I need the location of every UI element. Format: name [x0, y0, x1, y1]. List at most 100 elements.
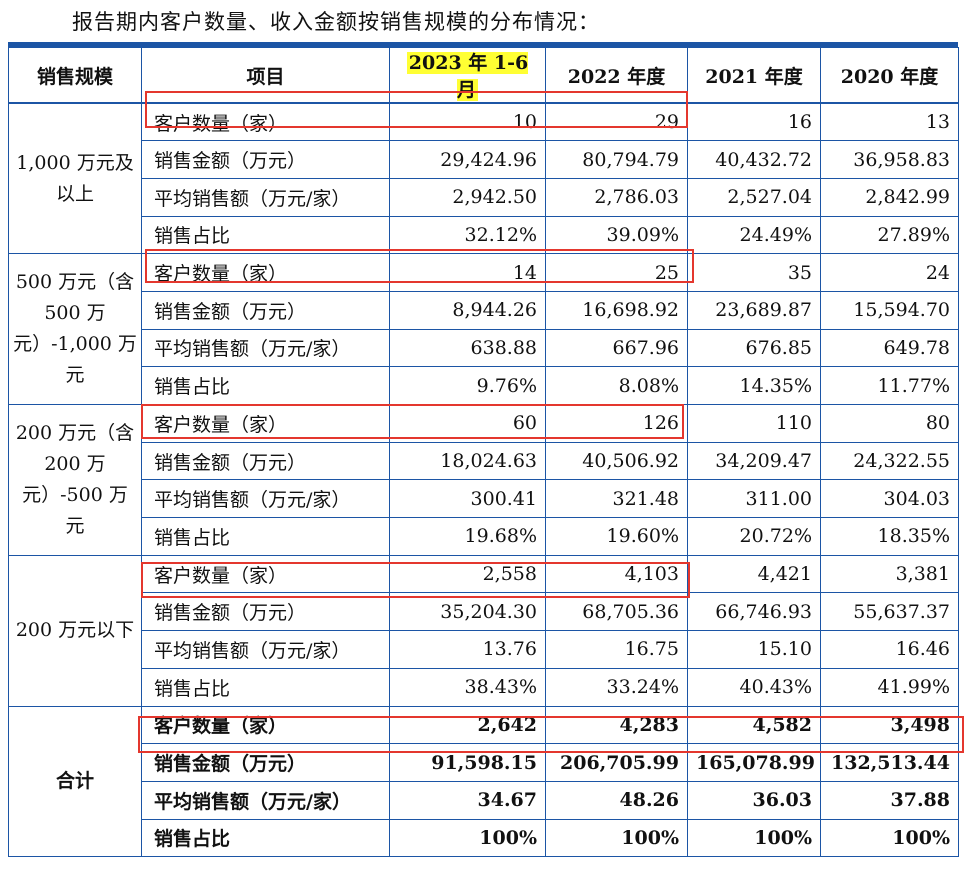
header-item: 项目 [141, 47, 390, 104]
value-cell: 55,637.37 [820, 592, 959, 632]
value-cell: 36,958.83 [820, 140, 959, 179]
table-row: 平均销售额（万元/家） 638.88 667.96 676.85 649.78 [9, 328, 959, 368]
value-cell: 29,424.96 [389, 140, 546, 179]
scale-cell: 200 万元（含 200 万元）-500 万元 [8, 404, 142, 556]
item-cell: 客户数量（家） [141, 554, 390, 594]
value-cell: 18.35% [820, 517, 959, 556]
header-period-2021: 2021 年度 [687, 47, 821, 104]
value-cell: 40,432.72 [687, 140, 821, 179]
value-cell: 3,498 [820, 705, 959, 745]
value-cell: 14 [389, 253, 546, 292]
value-cell: 40,506.92 [545, 441, 688, 481]
value-cell: 11.77% [820, 366, 959, 405]
value-cell: 126 [545, 404, 688, 443]
value-cell: 35 [687, 253, 821, 292]
table-row: 平均销售额（万元/家） 13.76 16.75 15.10 16.46 [9, 630, 959, 669]
value-cell: 36.03 [687, 780, 821, 820]
table-row: 销售金额（万元） 18,024.63 40,506.92 34,209.47 24,32… [9, 441, 959, 481]
table-row: 销售占比 19.68% 19.60% 20.72% 18.35% [9, 517, 959, 556]
item-cell: 客户数量（家） [141, 705, 390, 745]
value-cell: 60 [389, 404, 546, 443]
value-cell: 29 [545, 102, 688, 142]
value-cell: 37.88 [820, 780, 959, 820]
value-cell: 4,421 [687, 554, 821, 594]
value-cell: 4,103 [545, 554, 688, 594]
table-row: 200 万元以下 客户数量（家） 2,558 4,103 4,421 3,381 [8, 554, 959, 707]
item-cell: 销售金额（万元） [141, 140, 390, 179]
value-cell: 2,786.03 [545, 177, 688, 217]
scale-cell: 合计 [8, 705, 142, 858]
scale-cell: 500 万元（含 500 万元）-1,000 万元 [8, 253, 142, 405]
value-cell: 132,513.44 [820, 743, 959, 782]
header-period-2022: 2022 年度 [545, 47, 688, 104]
value-cell: 80 [820, 404, 959, 443]
value-cell: 667.96 [545, 328, 688, 368]
table-row: 500 万元（含 500 万元）-1,000 万元 客户数量（家） 14 25 35 24 [8, 253, 959, 405]
value-cell: 638.88 [389, 328, 546, 368]
value-cell: 34.67 [389, 780, 546, 820]
item-cell: 销售占比 [141, 517, 390, 556]
table-row: 销售金额（万元） 91,598.15 206,705.99 165,078.99 132… [9, 743, 959, 782]
table-row: 销售占比 32.12% 39.09% 24.49% 27.89% [9, 215, 959, 255]
table-row: 销售金额（万元） 8,944.26 16,698.92 23,689.87 15,594… [9, 290, 959, 330]
value-cell: 2,842.99 [820, 177, 959, 217]
value-cell: 3,381 [820, 554, 959, 594]
item-cell: 平均销售额（万元/家） [141, 177, 390, 217]
item-cell: 平均销售额（万元/家） [141, 780, 390, 820]
value-cell: 2,942.50 [389, 177, 546, 217]
value-cell: 80,794.79 [545, 140, 688, 179]
value-cell: 20.72% [687, 517, 821, 556]
value-cell: 24 [820, 253, 959, 292]
value-cell: 41.99% [820, 667, 959, 707]
item-cell: 客户数量（家） [141, 404, 390, 443]
item-cell: 销售占比 [141, 667, 390, 707]
table-row: 合计 客户数量（家） 2,642 4,283 4,582 3,498 [8, 705, 959, 858]
item-cell: 销售占比 [141, 215, 390, 255]
item-cell: 销售金额（万元） [141, 290, 390, 330]
value-cell: 16.46 [820, 630, 959, 669]
value-cell: 24,322.55 [820, 441, 959, 481]
value-cell: 40.43% [687, 667, 821, 707]
table-row: 200 万元（含 200 万元）-500 万元 客户数量（家） 60 126 110 80 [8, 404, 959, 556]
value-cell: 35,204.30 [389, 592, 546, 632]
value-cell: 91,598.15 [389, 743, 546, 782]
value-cell: 8.08% [545, 366, 688, 405]
value-cell: 48.26 [545, 780, 688, 820]
top-rule [8, 42, 958, 47]
highlighted-period: 2023 年 1-6 月 [406, 52, 529, 101]
item-cell: 平均销售额（万元/家） [141, 479, 390, 519]
value-cell: 206,705.99 [545, 743, 688, 782]
header-period-2023h1: 2023 年 1-6 月 [389, 47, 546, 104]
item-cell: 销售占比 [141, 818, 390, 858]
value-cell: 32.12% [389, 215, 546, 255]
value-cell: 23,689.87 [687, 290, 821, 330]
value-cell: 24.49% [687, 215, 821, 255]
scale-cell: 200 万元以下 [8, 554, 142, 707]
caption: 报告期内客户数量、收入金额按销售规模的分布情况： [72, 10, 600, 34]
table-row: 平均销售额（万元/家） 300.41 321.48 311.00 304.03 [9, 479, 959, 519]
value-cell: 19.60% [545, 517, 688, 556]
table-row: 销售占比 100% 100% 100% 100% [9, 818, 959, 858]
value-cell: 33.24% [545, 667, 688, 707]
value-cell: 16,698.92 [545, 290, 688, 330]
value-cell: 38.43% [389, 667, 546, 707]
header-scale: 销售规模 [8, 47, 142, 104]
item-cell: 销售占比 [141, 366, 390, 405]
item-cell: 平均销售额（万元/家） [141, 630, 390, 669]
value-cell: 4,582 [687, 705, 821, 745]
value-cell: 18,024.63 [389, 441, 546, 481]
item-cell: 客户数量（家） [141, 253, 390, 292]
value-cell: 10 [389, 102, 546, 142]
value-cell: 9.76% [389, 366, 546, 405]
value-cell: 14.35% [687, 366, 821, 405]
item-cell: 平均销售额（万元/家） [141, 328, 390, 368]
value-cell: 68,705.36 [545, 592, 688, 632]
value-cell: 8,944.26 [389, 290, 546, 330]
item-cell: 销售金额（万元） [141, 441, 390, 481]
sales-scale-table: 销售规模 项目 2023 年 1-6 月 2022 年度 2021 年度 202… [8, 47, 959, 858]
header-row: 销售规模 项目 2023 年 1-6 月 2022 年度 2021 年度 202… [8, 47, 959, 104]
value-cell: 16 [687, 102, 821, 142]
value-cell: 13 [820, 102, 959, 142]
table-row: 销售占比 38.43% 33.24% 40.43% 41.99% [9, 667, 959, 707]
value-cell: 16.75 [545, 630, 688, 669]
